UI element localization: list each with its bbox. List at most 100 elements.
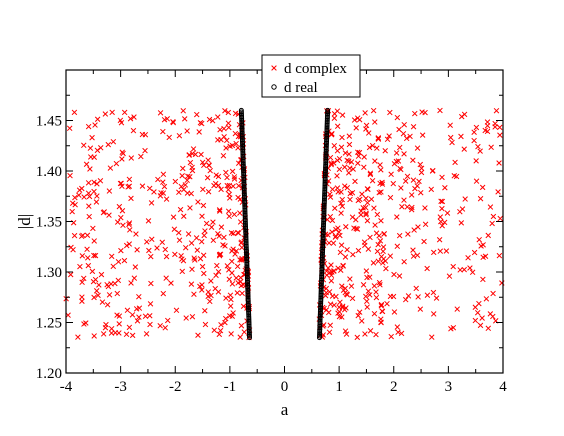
data-point-d-complex xyxy=(233,248,240,254)
data-point-d-real xyxy=(241,191,247,197)
data-point-d-complex xyxy=(344,184,351,191)
data-point-d-complex xyxy=(330,240,337,246)
data-point-d-complex xyxy=(387,293,394,300)
data-point-d-real xyxy=(322,189,328,195)
data-point-d-complex xyxy=(228,331,234,337)
data-point-d-real xyxy=(242,209,248,215)
x-tick-label: 4 xyxy=(499,379,507,395)
data-point-d-complex xyxy=(69,200,76,206)
data-point-d-complex xyxy=(450,263,456,270)
data-point-d-complex xyxy=(134,318,141,324)
data-point-d-complex xyxy=(367,292,373,298)
data-point-d-complex xyxy=(378,303,385,309)
legend-marker-d-real xyxy=(271,84,277,90)
data-point-d-complex xyxy=(105,283,112,290)
data-point-d-complex xyxy=(472,304,479,310)
data-point-d-complex xyxy=(117,180,124,187)
data-point-d-complex xyxy=(93,199,100,205)
data-point-d-real xyxy=(240,160,246,166)
y-tick-label: 1.30 xyxy=(36,265,62,281)
data-point-d-complex xyxy=(120,222,126,229)
data-point-d-complex xyxy=(336,313,343,320)
data-point-d-complex xyxy=(95,292,101,299)
data-point-d-complex xyxy=(235,183,242,189)
data-point-d-complex xyxy=(190,146,197,152)
data-point-d-real xyxy=(242,212,248,218)
data-point-d-real xyxy=(239,134,245,140)
data-point-d-complex xyxy=(339,112,346,118)
data-point-d-real xyxy=(240,145,246,151)
data-point-d-complex xyxy=(362,331,368,337)
data-point-d-complex xyxy=(446,273,453,279)
data-point-d-complex xyxy=(235,145,241,151)
data-point-d-complex xyxy=(166,134,172,141)
data-point-d-complex xyxy=(131,275,138,281)
data-point-d-complex xyxy=(149,236,155,243)
data-point-d-complex xyxy=(79,298,85,304)
legend-box xyxy=(261,54,361,98)
data-point-d-complex xyxy=(422,221,429,228)
data-point-d-complex xyxy=(495,189,501,195)
data-point-d-real xyxy=(239,130,245,136)
data-point-d-complex xyxy=(345,158,352,164)
data-point-d-complex xyxy=(383,265,389,272)
x-tick-label: -1 xyxy=(224,379,237,395)
data-point-d-complex xyxy=(437,214,444,220)
data-point-d-complex xyxy=(199,287,205,293)
data-point-d-real xyxy=(244,274,250,280)
data-point-d-real xyxy=(245,286,251,292)
data-point-d-real xyxy=(242,197,248,203)
data-point-d-real xyxy=(318,286,324,292)
data-point-d-complex xyxy=(394,243,401,250)
data-point-d-real xyxy=(324,127,330,133)
data-point-d-complex xyxy=(378,301,385,308)
data-point-d-real xyxy=(245,297,251,303)
data-point-d-real xyxy=(321,220,327,226)
data-point-d-real xyxy=(242,196,248,202)
data-point-d-complex xyxy=(375,241,381,248)
data-point-d-real xyxy=(244,266,250,272)
data-point-d-complex xyxy=(391,271,397,278)
data-point-d-complex xyxy=(338,189,344,195)
data-point-d-real xyxy=(317,315,323,321)
data-point-d-complex xyxy=(480,254,486,261)
data-point-d-complex xyxy=(226,213,232,220)
data-point-d-complex xyxy=(401,151,407,157)
data-point-d-real xyxy=(320,230,326,236)
data-point-d-complex xyxy=(380,256,387,262)
data-point-d-real xyxy=(318,291,324,297)
data-point-d-complex xyxy=(380,260,386,266)
data-point-d-real xyxy=(324,119,330,125)
data-point-d-real xyxy=(320,238,326,244)
data-point-d-complex xyxy=(179,268,186,275)
data-point-d-complex xyxy=(339,303,346,309)
data-point-d-complex xyxy=(193,235,200,241)
data-point-d-complex xyxy=(180,108,186,114)
data-point-d-complex xyxy=(85,180,92,186)
data-point-d-complex xyxy=(369,177,376,184)
data-point-d-complex xyxy=(393,158,400,165)
data-point-d-real xyxy=(242,217,248,223)
data-point-d-complex xyxy=(352,178,358,185)
data-point-d-complex xyxy=(355,160,361,166)
data-point-d-complex xyxy=(138,153,144,160)
data-point-d-complex xyxy=(439,198,446,205)
data-point-d-complex xyxy=(94,147,101,154)
data-point-d-real xyxy=(241,184,247,190)
data-point-d-complex xyxy=(187,205,193,211)
data-point-d-complex xyxy=(175,230,182,236)
data-point-d-real xyxy=(317,318,323,324)
data-point-d-real xyxy=(322,174,328,180)
data-point-d-real xyxy=(242,222,248,228)
data-point-d-complex xyxy=(235,230,242,236)
data-point-d-complex xyxy=(414,145,421,151)
data-point-d-real xyxy=(318,287,324,293)
x-tick-label: 3 xyxy=(445,379,453,395)
data-point-d-complex xyxy=(395,329,401,335)
data-point-d-real xyxy=(319,277,325,283)
data-point-d-real xyxy=(319,264,325,270)
data-point-d-complex xyxy=(212,180,219,187)
data-point-d-complex xyxy=(127,227,133,233)
data-point-d-real xyxy=(242,210,248,216)
data-point-d-complex xyxy=(172,178,179,185)
